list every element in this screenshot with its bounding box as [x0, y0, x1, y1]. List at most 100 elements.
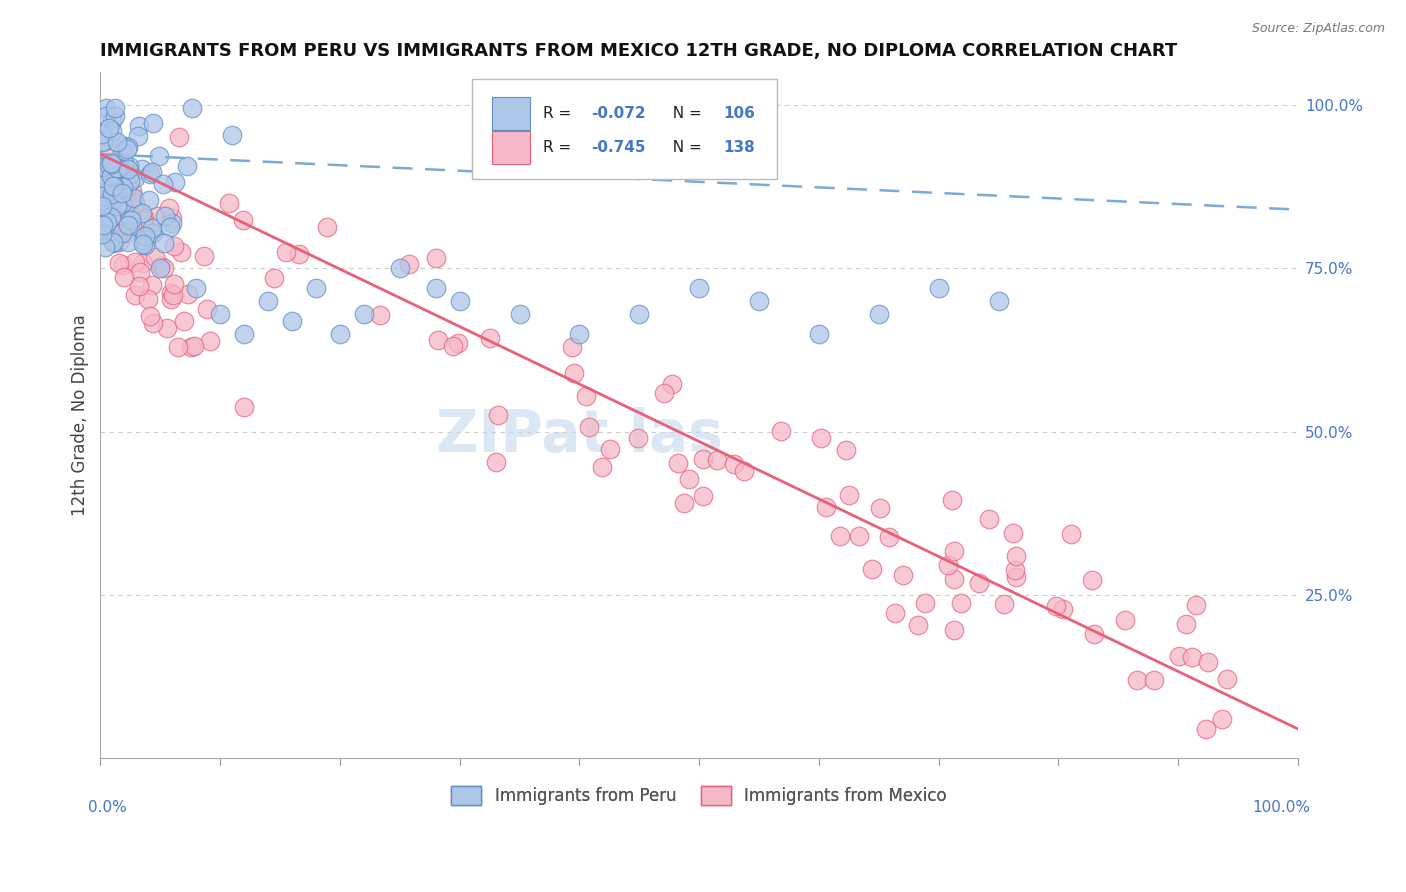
Point	[153, 236, 176, 251]
Point	[1004, 562, 1026, 576]
Point	[148, 149, 170, 163]
Text: N =: N =	[664, 106, 707, 121]
Point	[193, 249, 215, 263]
Point	[388, 261, 411, 276]
Point	[987, 294, 1010, 309]
Point	[121, 184, 143, 198]
Point	[446, 336, 468, 351]
Point	[368, 308, 391, 322]
Point	[107, 161, 129, 175]
Point	[218, 196, 240, 211]
Point	[124, 195, 146, 210]
Point	[112, 156, 135, 170]
Point	[353, 307, 375, 321]
Point	[848, 529, 870, 543]
Point	[678, 472, 700, 486]
Point	[90, 135, 112, 149]
FancyBboxPatch shape	[471, 79, 778, 178]
Point	[94, 109, 117, 123]
Point	[860, 561, 883, 575]
Point	[94, 240, 117, 254]
Point	[1174, 617, 1197, 632]
Point	[141, 277, 163, 292]
Point	[263, 270, 285, 285]
Point	[111, 227, 134, 241]
Point	[828, 528, 851, 542]
Point	[1052, 602, 1074, 616]
Text: 100.0%: 100.0%	[1251, 799, 1310, 814]
Point	[136, 224, 159, 238]
Point	[131, 206, 153, 220]
Point	[101, 186, 124, 201]
Point	[907, 618, 929, 632]
Text: 106: 106	[723, 106, 755, 121]
Point	[114, 226, 136, 240]
Point	[141, 220, 163, 235]
Text: 138: 138	[723, 140, 755, 155]
Point	[977, 512, 1000, 526]
Point	[118, 159, 141, 173]
Point	[90, 127, 112, 141]
Point	[96, 162, 118, 177]
Point	[1215, 672, 1237, 686]
Point	[111, 145, 134, 159]
Point	[112, 258, 135, 272]
Point	[101, 179, 124, 194]
Point	[93, 134, 115, 148]
Point	[105, 135, 128, 149]
Point	[692, 489, 714, 503]
Point	[112, 138, 135, 153]
Point	[835, 443, 858, 458]
Point	[103, 192, 125, 206]
Point	[883, 606, 905, 620]
Point	[107, 161, 129, 175]
Text: Source: ZipAtlas.com: Source: ZipAtlas.com	[1251, 22, 1385, 36]
Point	[115, 142, 138, 156]
Point	[117, 140, 139, 154]
Point	[167, 340, 190, 354]
Text: 0.0%: 0.0%	[89, 799, 127, 814]
Point	[425, 281, 447, 295]
Point	[257, 294, 280, 309]
Point	[1060, 527, 1083, 541]
Point	[967, 576, 990, 591]
Point	[869, 501, 891, 516]
Point	[666, 456, 689, 470]
Point	[104, 211, 127, 226]
Point	[233, 326, 256, 341]
Point	[159, 285, 181, 300]
Point	[90, 178, 112, 193]
Text: -0.745: -0.745	[592, 140, 645, 155]
Point	[145, 209, 167, 223]
Point	[104, 161, 127, 176]
Point	[186, 281, 208, 295]
Point	[170, 244, 193, 259]
Point	[156, 321, 179, 335]
Point	[112, 180, 135, 194]
Point	[163, 277, 186, 292]
Point	[139, 167, 162, 181]
Point	[1168, 648, 1191, 663]
Point	[128, 279, 150, 293]
Point	[928, 281, 950, 295]
Point	[868, 307, 890, 321]
Point	[122, 191, 145, 205]
Point	[101, 124, 124, 138]
Legend: Immigrants from Peru, Immigrants from Mexico: Immigrants from Peru, Immigrants from Me…	[444, 780, 953, 812]
Point	[124, 255, 146, 269]
Point	[96, 200, 118, 214]
Point	[103, 236, 125, 251]
Point	[661, 376, 683, 391]
Point	[124, 170, 146, 185]
Point	[748, 294, 770, 309]
Point	[1211, 712, 1233, 726]
Point	[810, 431, 832, 445]
Point	[153, 260, 176, 275]
Point	[91, 161, 114, 175]
Point	[1114, 613, 1136, 627]
Point	[128, 119, 150, 133]
Point	[91, 193, 114, 207]
Point	[626, 431, 648, 445]
Point	[128, 265, 150, 279]
Point	[121, 208, 143, 222]
